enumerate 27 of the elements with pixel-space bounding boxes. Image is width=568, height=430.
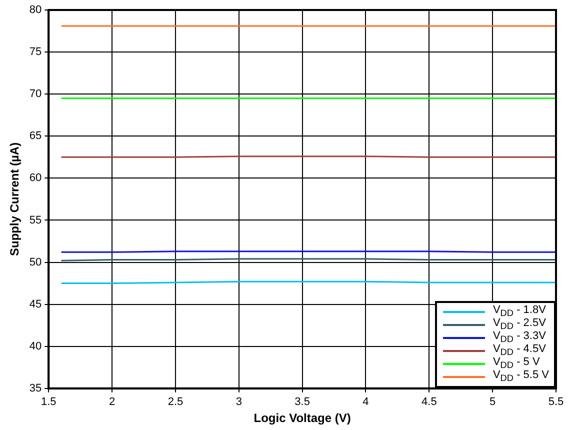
y-tick-label: 60 — [29, 172, 42, 184]
x-tick-label: 3 — [236, 396, 242, 408]
y-tick-label: 35 — [29, 382, 42, 394]
x-tick-label: 3.5 — [294, 396, 310, 408]
y-tick-label: 75 — [29, 46, 42, 58]
x-tick-label: 5.5 — [548, 396, 564, 408]
x-tick-label: 1.5 — [40, 396, 56, 408]
y-tick-label: 80 — [29, 4, 42, 16]
x-axis-title: Logic Voltage (V) — [254, 411, 351, 426]
legend-label: V$_{DD}$ - 4.5V — [492, 342, 546, 357]
y-axis-title: Supply Current (µA) — [8, 142, 22, 256]
y-tick-label: 50 — [29, 256, 42, 268]
legend-label: V$_{DD}$ - 5.5 V — [492, 368, 549, 385]
x-tick-label: 4 — [362, 396, 369, 408]
legend-label: V$_{DD}$ - 2.5V — [492, 316, 546, 331]
x-tick-label: 2.5 — [168, 396, 184, 408]
y-tick-label: 55 — [29, 214, 42, 226]
legend-label: V$_{DD}$ - 3.3V — [492, 330, 546, 344]
y-tick-label: 40 — [29, 340, 42, 352]
y-tick-label: 45 — [29, 298, 42, 310]
legend-label: V$_{DD}$ - 5 V — [492, 356, 540, 370]
legend-label: V$_{DD}$ - 1.8V — [492, 304, 546, 318]
x-tick-label: 2 — [108, 396, 116, 408]
x-tick-label: 5 — [490, 396, 496, 408]
y-tick-label: 65 — [29, 130, 42, 142]
x-tick-label: 4.5 — [422, 396, 437, 408]
y-tick-label: 70 — [29, 88, 42, 100]
